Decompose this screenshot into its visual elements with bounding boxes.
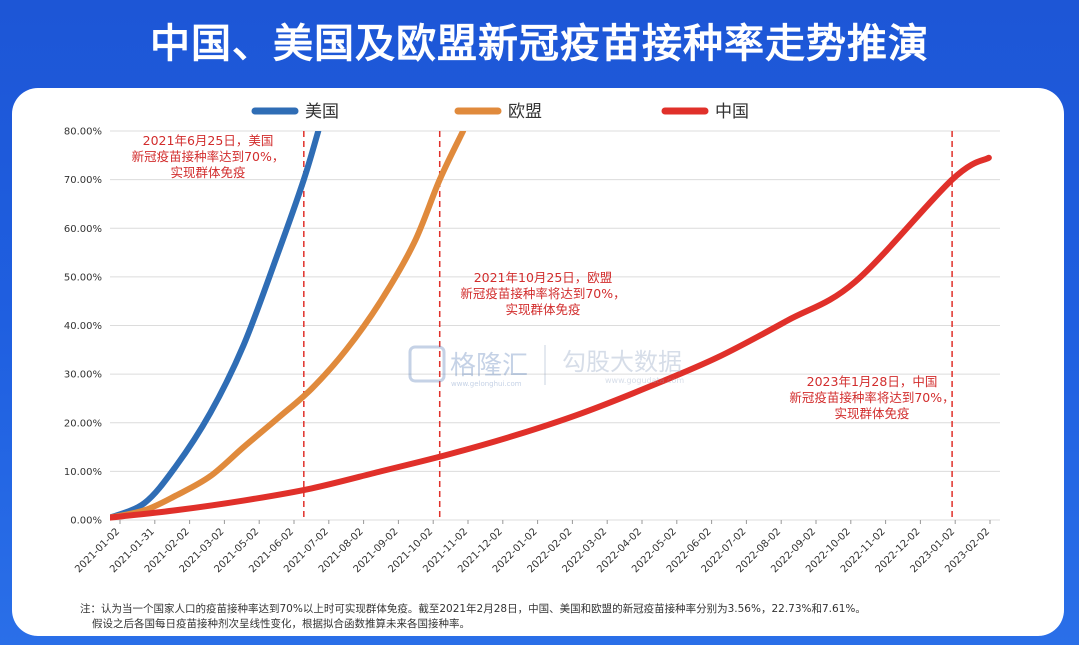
watermark-brand-url: www.gogudata.com <box>605 376 684 385</box>
y-tick-label: 10.00% <box>64 467 102 478</box>
y-tick-label: 40.00% <box>64 321 102 332</box>
annotation-text: 新冠疫苗接种率达到70%， <box>132 149 285 164</box>
footnote: 注：认为当一个国家人口的疫苗接种率达到70%以上时可实现群体免疫。截至2021年… <box>80 602 1060 632</box>
watermark-logo-url: www.gelonghui.com <box>451 380 522 388</box>
watermark: 格隆汇 www.gelonghui.com 勾股大数据 www.gogudata… <box>408 345 684 388</box>
annotation-text: 实现群体免疫 <box>170 165 245 180</box>
y-tick-label: 50.00% <box>64 272 102 283</box>
annotation-text: 2021年10月25日，欧盟 <box>474 270 613 285</box>
series-line <box>110 131 467 521</box>
page-title: 中国、美国及欧盟新冠疫苗接种率走势推演 <box>150 21 929 67</box>
y-tick-label: 30.00% <box>64 370 102 381</box>
y-tick-label: 60.00% <box>64 224 102 235</box>
y-axis-tick-labels: 0.00% 10.00% 20.00% 30.00% 40.00% 50.00% 60.00… <box>64 127 102 527</box>
footnote-line-1: 注：认为当一个国家人口的疫苗接种率达到70%以上时可实现群体免疫。截至2021年… <box>80 603 866 615</box>
footnote-line-2: 假设之后各国每日疫苗接种剂次呈线性变化，根据拟合函数推算未来各国接种率。 <box>92 618 470 630</box>
y-tick-label: 70.00% <box>64 175 102 186</box>
annotation-text: 2023年1月28日，中国 <box>807 374 938 389</box>
y-tick-label: 20.00% <box>64 418 102 429</box>
watermark-logo-icon <box>408 345 446 383</box>
gridlines <box>110 130 1000 524</box>
annotations: 2021年6月25日，美国新冠疫苗接种率达到70%，实现群体免疫2021年10月… <box>132 133 955 421</box>
legend: 美国 欧盟 中国 <box>251 102 749 122</box>
annotation-text: 实现群体免疫 <box>505 302 580 317</box>
watermark-brand-text: 勾股大数据 <box>562 348 682 376</box>
annotation-text: 实现群体免疫 <box>834 406 909 421</box>
y-tick-label: 0.00% <box>70 516 102 527</box>
series-line <box>110 131 322 521</box>
legend-label: 中国 <box>715 102 749 122</box>
x-axis-tick-labels: 2021-01-022021-01-312021-02-022021-03-02… <box>73 526 992 575</box>
series-lines <box>110 131 992 521</box>
legend-label: 美国 <box>305 102 339 122</box>
annotation-text: 2021年6月25日，美国 <box>143 133 274 148</box>
annotation-text: 新冠疫苗接种率将达到70%， <box>789 390 954 405</box>
series-line <box>110 154 992 521</box>
legend-label: 欧盟 <box>508 102 542 122</box>
watermark-logo-text: 格隆汇 <box>450 351 528 381</box>
annotation-text: 新冠疫苗接种率将达到70%， <box>460 286 625 301</box>
y-tick-label: 80.00% <box>64 127 102 138</box>
